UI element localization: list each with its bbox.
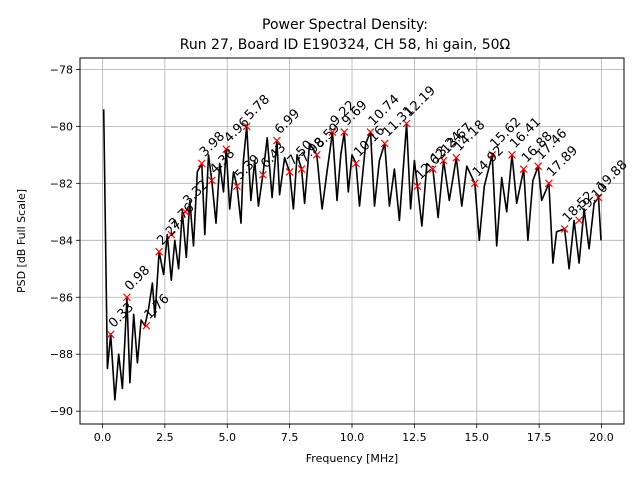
peak-marker [167,230,176,239]
peak-marker [594,193,603,202]
peak-marker [328,128,337,136]
peak-labels: 0.330.981.762.272.763.323.984.384.965.39… [106,83,631,331]
peak-marker [297,165,306,174]
x-tick-label: 7.5 [281,431,299,444]
peak-marker [122,293,131,302]
peak-marker [508,150,516,159]
peak-marker [155,247,164,256]
peak-marker [488,150,497,159]
x-tick-label: 17.5 [527,431,552,444]
peak-marker [142,321,151,330]
chart-subtitle: Run 27, Board ID E190324, CH 58, hi gain… [180,37,511,53]
peak-marker [106,330,115,339]
peak-label: 5.78 [242,92,273,123]
series-layer [102,109,602,401]
peak-marker [181,207,190,216]
peak-marker [312,150,321,159]
peak-marker [470,179,479,188]
x-tick-label: 2.5 [156,431,174,444]
peak-marker [402,119,411,128]
peak-label: 14.92 [470,143,507,180]
y-tick-label: −86 [50,291,73,304]
peak-markers [106,119,603,339]
peak-marker [197,159,206,168]
peak-marker [560,224,569,233]
peak-label: 0.98 [122,263,153,294]
peak-marker [534,162,543,171]
chart-title: Power Spectral Density: [262,17,428,33]
peak-label: 1.76 [142,291,173,322]
grid-lines [80,58,624,424]
x-tick-label: 5.0 [218,431,236,444]
peak-marker [452,153,461,162]
y-axis-label: PSD [dB Full Scale] [15,189,28,293]
peak-marker [285,168,294,176]
y-tick-label: −80 [50,120,73,133]
y-tick-label: −78 [50,63,73,76]
peak-marker [519,165,528,174]
peak-marker [380,139,389,148]
psd-series-line [102,109,602,401]
peak-marker [428,165,437,174]
x-tick-label: 12.5 [402,431,427,444]
peak-marker [272,136,281,145]
peak-marker [575,216,584,225]
y-tick-label: −88 [50,348,73,361]
y-axis-ticks: −78 −80 −82 −84 −86 −88 −90 [50,63,80,418]
peak-marker [207,176,216,185]
x-tick-label: 10.0 [340,431,365,444]
peak-marker [340,128,349,136]
peak-marker [366,128,375,136]
y-tick-label: −84 [50,234,73,247]
peak-marker [222,145,231,154]
peak-marker [352,159,360,168]
peak-label: 6.99 [272,106,303,137]
x-tick-label: 15.0 [465,431,490,444]
x-axis-ticks: 0.0 2.5 5.0 7.5 10.0 12.5 15.0 17.5 20.0 [94,424,614,444]
y-tick-label: −82 [50,177,73,190]
peak-marker [233,182,241,191]
x-tick-label: 0.0 [94,431,112,444]
peak-marker [258,170,267,179]
x-axis-label: Frequency [MHz] [306,452,398,465]
peak-marker [544,179,553,188]
peak-label: 12.19 [402,83,439,120]
peak-label: 6.43 [258,141,289,172]
peak-label: 19.88 [594,158,631,195]
peak-marker [242,122,251,131]
x-tick-label: 20.0 [589,431,614,444]
peak-marker [439,156,448,165]
y-tick-label: −90 [50,405,73,418]
peak-marker [413,182,422,191]
